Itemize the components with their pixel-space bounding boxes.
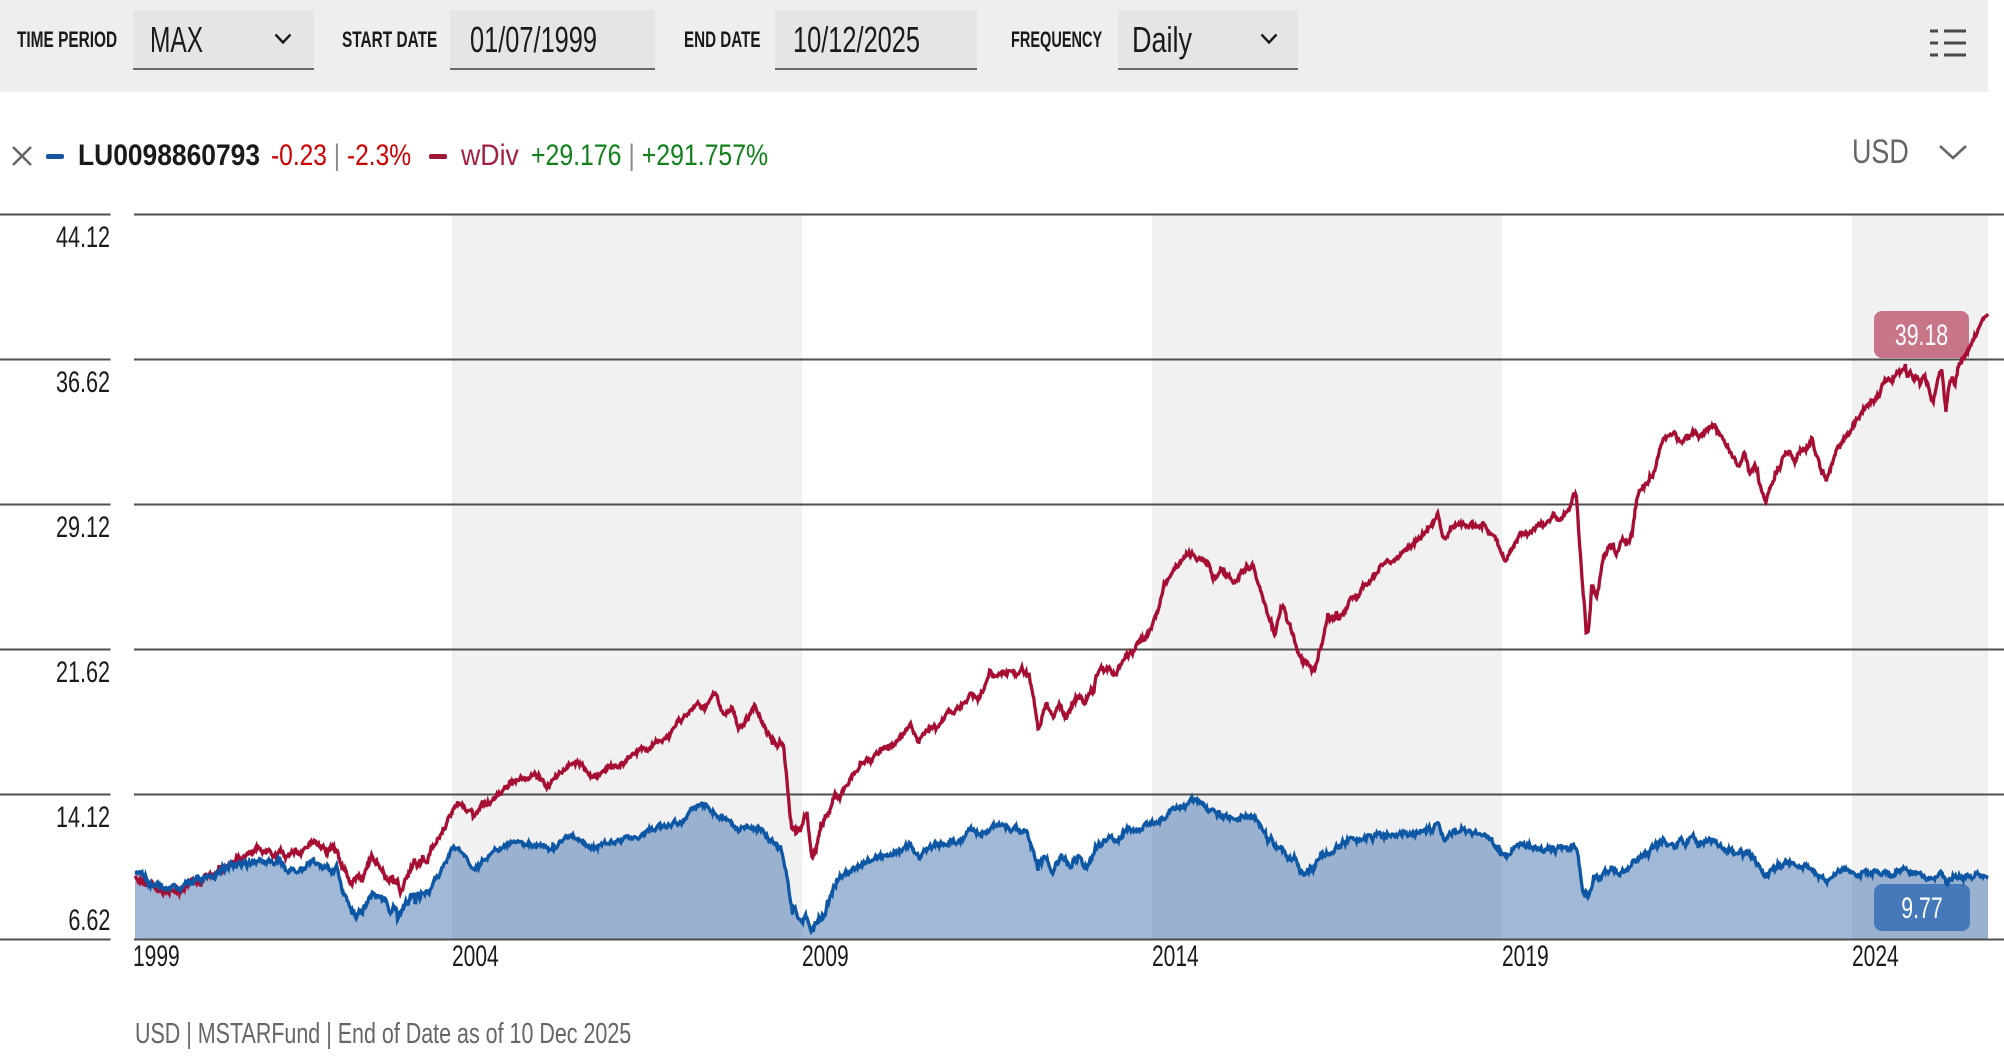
svg-text:39.18: 39.18 [1895, 317, 1948, 352]
svg-text:9.77: 9.77 [1901, 890, 1942, 925]
